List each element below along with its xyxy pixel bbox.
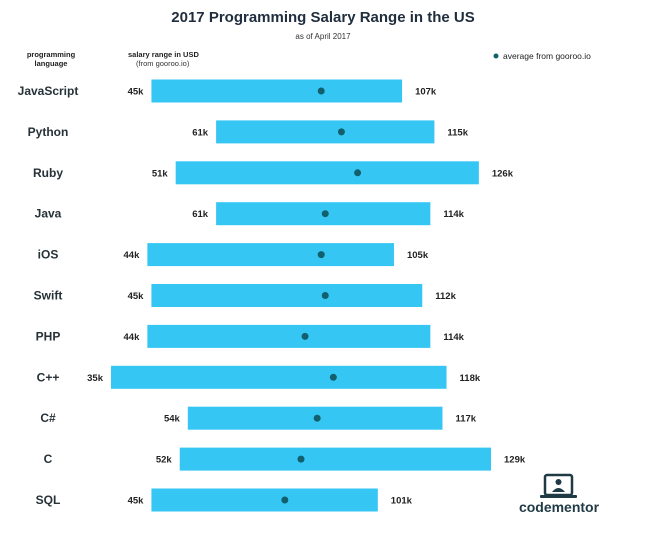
codementor-logo-icon	[540, 473, 577, 498]
average-dot	[317, 251, 325, 259]
average-dot	[329, 373, 337, 381]
chart-row: C# 54k 117k	[40, 406, 477, 430]
range-bar	[175, 161, 479, 185]
chart-row: iOS 44k 105k	[38, 243, 429, 267]
range-bar	[216, 120, 435, 144]
range-bar	[151, 79, 403, 103]
category-label: Python	[28, 125, 69, 139]
average-dot	[321, 292, 329, 299]
chart-row: C++ 35k 118k	[37, 365, 481, 389]
min-label: 45k	[128, 87, 145, 98]
max-label: 126k	[492, 168, 514, 179]
category-label: SQL	[36, 493, 61, 507]
legend-dot	[493, 53, 499, 59]
max-label: 112k	[435, 291, 456, 302]
chart-subtitle: as of April 2017	[295, 32, 351, 41]
category-label: iOS	[38, 248, 59, 262]
max-label: 114k	[443, 332, 464, 343]
range-bar	[151, 488, 378, 512]
category-label: JavaScript	[18, 84, 79, 98]
chart-row: PHP 44k 114k	[36, 324, 465, 348]
header-range-line2: (from gooroo.io)	[136, 59, 190, 68]
min-label: 35k	[87, 373, 104, 384]
average-dot	[281, 496, 289, 504]
chart-row: Ruby 51k 126k	[33, 161, 514, 185]
average-dot	[317, 87, 325, 95]
min-label: 44k	[124, 250, 141, 261]
chart-title: 2017 Programming Salary Range in the US	[171, 9, 474, 26]
range-bar	[151, 284, 423, 307]
category-label: C++	[37, 370, 60, 384]
chart-row: Java 61k 114k	[35, 202, 465, 226]
average-dot	[337, 128, 345, 136]
average-dot	[313, 414, 321, 422]
average-dot	[301, 332, 309, 340]
category-label: C#	[40, 411, 56, 425]
legend: average from gooroo.io	[493, 51, 591, 61]
min-label: 54k	[164, 414, 181, 425]
max-label: 117k	[455, 414, 476, 425]
max-label: 107k	[415, 87, 437, 98]
chart-row: C 52k 129k	[44, 447, 526, 471]
min-label: 61k	[192, 127, 209, 138]
range-bar	[179, 447, 492, 471]
max-label: 118k	[460, 373, 481, 384]
category-label: PHP	[36, 329, 61, 343]
range-bar	[111, 365, 447, 389]
average-dot	[354, 169, 362, 177]
average-dot	[297, 455, 305, 463]
chart-row: Python 61k 115k	[28, 120, 469, 144]
category-label: Swift	[34, 289, 63, 303]
chart-row: SQL 45k 101k	[36, 488, 413, 512]
header-range-line1: salary range in USD	[128, 50, 199, 59]
min-label: 44k	[124, 332, 141, 343]
brand-name: codementor	[519, 499, 600, 515]
category-label: C	[44, 452, 53, 466]
max-label: 115k	[447, 127, 468, 138]
range-bar	[147, 243, 394, 267]
min-label: 45k	[128, 496, 145, 507]
max-label: 114k	[443, 209, 464, 220]
codementor-logo: codementor	[519, 473, 600, 515]
average-dot	[321, 210, 329, 218]
chart-row: JavaScript 45k 107k	[18, 79, 437, 103]
range-bar	[147, 324, 431, 348]
category-label: Java	[35, 207, 62, 221]
max-label: 101k	[391, 496, 413, 507]
chart-rows: JavaScript 45k 107k Python 61k 115k Ruby 51k 126…	[18, 79, 526, 512]
min-label: 51k	[152, 168, 169, 179]
header-language-line2: language	[35, 59, 68, 68]
legend-label: average from gooroo.io	[503, 51, 591, 61]
max-label: 129k	[504, 455, 526, 466]
min-label: 61k	[192, 209, 209, 220]
min-label: 52k	[156, 455, 173, 466]
category-label: Ruby	[33, 166, 63, 180]
min-label: 45k	[128, 291, 145, 302]
header-language-line1: programming	[27, 50, 76, 59]
max-label: 105k	[407, 250, 429, 261]
chart-row: Swift 45k 112k	[34, 284, 457, 307]
